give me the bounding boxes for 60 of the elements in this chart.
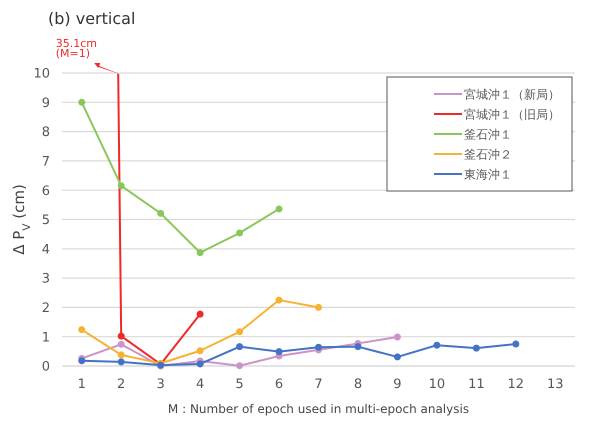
legend-label: 宮城沖１（新局） — [464, 88, 560, 102]
point — [512, 340, 520, 348]
x-axis-title: M : Number of epoch used in multi-epoch analysis — [168, 402, 470, 416]
point — [196, 347, 204, 354]
point — [236, 343, 244, 350]
y-tick-label: 8 — [42, 125, 50, 140]
point — [196, 249, 204, 256]
y-tick-label: 4 — [42, 242, 50, 258]
point — [78, 357, 86, 364]
point — [118, 340, 125, 348]
y-tick-label: 9 — [42, 96, 50, 111]
y-tick-label: 5 — [42, 213, 50, 228]
x-tick-label: 6 — [274, 377, 284, 392]
point — [236, 362, 244, 370]
y-tick-label: 2 — [42, 300, 50, 316]
x-tick-label: 5 — [235, 377, 244, 392]
legend-label: 東海沖１ — [464, 168, 512, 182]
point — [472, 344, 480, 352]
point — [196, 360, 204, 368]
y-tick-label: 7 — [42, 154, 50, 170]
x-tick-label: 1 — [78, 377, 86, 392]
legend-label: 釜石沖２ — [464, 148, 512, 162]
point — [157, 210, 164, 217]
legend-label: 宮城沖１（旧局） — [464, 108, 560, 122]
legend-label: 釜石沖１ — [464, 128, 512, 142]
point — [394, 353, 401, 360]
point — [118, 332, 125, 340]
text: 35.1cm (M=1) — [56, 37, 97, 60]
point — [118, 358, 125, 366]
point — [78, 326, 86, 334]
y-tick-label: 1 — [42, 330, 50, 346]
y-tick-label: 0 — [42, 360, 50, 375]
x-tick-label: 9 — [393, 377, 402, 392]
x-tick-label: 11 — [468, 377, 485, 392]
point — [118, 182, 125, 190]
x-tick-label: 7 — [314, 377, 323, 392]
y-tick-label: 6 — [42, 184, 50, 199]
point — [236, 229, 244, 236]
x-tick-label: 2 — [117, 377, 126, 392]
point — [118, 351, 125, 358]
point — [276, 348, 283, 356]
x-tick-label: 3 — [156, 377, 165, 392]
point — [315, 344, 322, 351]
point — [236, 328, 244, 336]
x-tick-label: 4 — [196, 377, 204, 392]
y-tick-label: 10 — [33, 66, 50, 82]
point — [196, 310, 204, 318]
point — [433, 342, 440, 349]
point — [78, 98, 86, 106]
x-tick-label: 12 — [508, 377, 524, 392]
x-tick-label: 13 — [546, 377, 564, 392]
x-tick-label: 8 — [354, 377, 362, 392]
x-tick-label: 10 — [428, 377, 446, 392]
point — [276, 205, 283, 212]
point — [315, 304, 322, 311]
point — [276, 296, 283, 304]
point — [354, 343, 362, 350]
y-tick-label: 3 — [42, 272, 50, 287]
point — [394, 333, 401, 340]
chart-title: (b) vertical — [48, 9, 136, 28]
